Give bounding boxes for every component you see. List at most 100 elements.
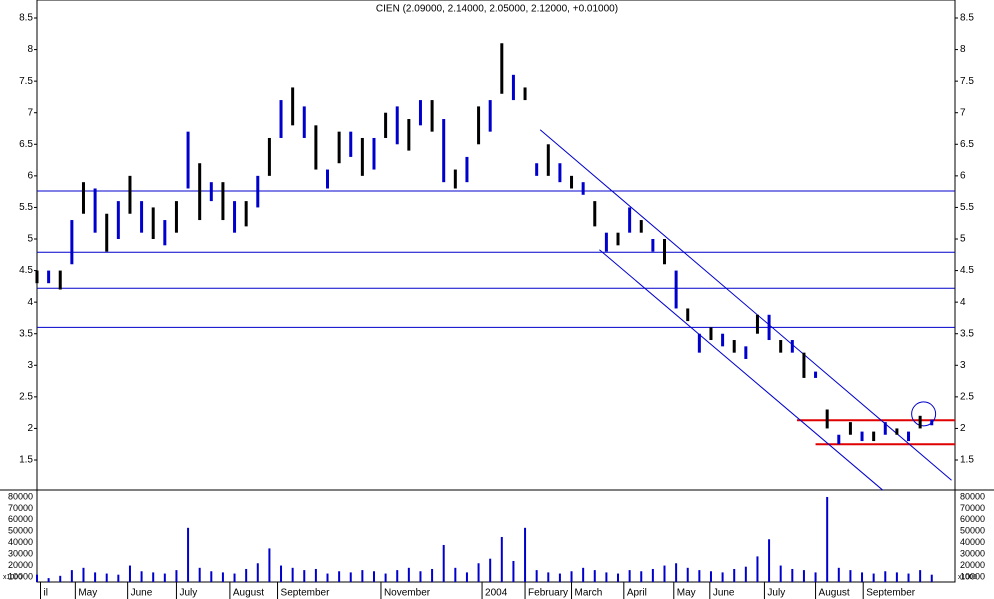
volume-bar — [465, 572, 468, 582]
volume-unit: x1000 — [958, 574, 977, 581]
price-bar — [755, 314, 759, 334]
price-bar — [872, 431, 876, 442]
volume-bar — [500, 536, 503, 582]
volume-tick-label: 50000 — [960, 526, 985, 536]
price-bar — [930, 419, 934, 426]
volume-bar — [849, 570, 852, 582]
channel-line — [539, 129, 952, 481]
y-tick-label: 3.5 — [960, 328, 974, 339]
volume-bar — [36, 574, 38, 582]
x-tick-label: February — [528, 588, 568, 599]
x-tick-label: August — [233, 588, 264, 599]
y-tick-label: 6 — [960, 170, 966, 181]
price-bar — [581, 182, 585, 195]
price-bar — [395, 106, 399, 145]
volume-bar — [524, 527, 527, 582]
volume-tick-label: 50000 — [8, 526, 33, 536]
price-bar — [535, 163, 539, 176]
volume-bar — [489, 558, 492, 582]
volume-bar — [907, 573, 910, 582]
volume-bar — [640, 571, 643, 582]
volume-bar — [338, 571, 341, 582]
y-tick-label: 7.5 — [960, 76, 974, 87]
volume-tick-label: 60000 — [8, 514, 33, 524]
volume-bar — [593, 570, 596, 582]
volume-bar — [221, 572, 224, 582]
y-tick-label: 5.5 — [19, 202, 33, 213]
volume-bar — [930, 574, 933, 582]
price-bar — [302, 106, 306, 138]
x-tick-label: April — [627, 588, 647, 599]
y-tick-label: 4 — [960, 297, 966, 308]
y-tick-label: 2.5 — [19, 392, 33, 403]
price-bar — [407, 119, 411, 151]
price-bar — [639, 220, 643, 233]
price-bar — [767, 314, 771, 341]
volume-bar — [291, 567, 294, 582]
volume-tick-label: 10000 — [8, 571, 33, 581]
price-bar — [116, 201, 120, 240]
price-bar — [604, 232, 608, 252]
volume-tick-label: 10000 — [960, 571, 985, 581]
price-bar — [814, 371, 818, 378]
price-bar — [35, 270, 39, 284]
price-bar — [151, 207, 155, 240]
y-tick-label: 8.5 — [19, 13, 33, 24]
x-tick-label: September — [866, 588, 916, 599]
price-bar — [372, 137, 376, 170]
volume-bar — [187, 527, 190, 582]
y-tick-label: 2.5 — [960, 392, 974, 403]
volume-tick-label: 20000 — [8, 560, 33, 570]
volume-bar — [140, 571, 143, 582]
volume-bar — [686, 567, 689, 582]
volume-bar — [895, 572, 898, 582]
price-bar — [418, 100, 422, 126]
price-bar — [128, 175, 132, 214]
price-bar — [314, 125, 318, 170]
price-bar — [209, 182, 213, 202]
price-bar — [744, 346, 748, 359]
y-tick-label: 1.5 — [19, 455, 33, 466]
price-bar — [697, 333, 701, 353]
y-tick-label: 7 — [960, 107, 966, 118]
y-tick-label: 8 — [27, 44, 33, 55]
price-bar — [291, 87, 295, 126]
price-bar — [326, 169, 330, 189]
x-tick-label: 2004 — [485, 588, 508, 599]
price-bar — [662, 239, 666, 265]
volume-tick-label: 80000 — [8, 491, 33, 501]
volume-bar — [919, 570, 922, 582]
volume-tick-label: 60000 — [960, 514, 985, 524]
price-bar — [221, 182, 225, 221]
volume-bar — [233, 573, 236, 582]
y-tick-label: 1.5 — [960, 455, 974, 466]
price-bar — [779, 340, 783, 353]
volume-bar — [117, 574, 120, 582]
plot-frame — [36, 0, 956, 583]
price-bar — [558, 163, 562, 183]
y-tick-label: 8 — [960, 44, 966, 55]
volume-bar — [826, 496, 829, 582]
volume-bar — [431, 568, 434, 582]
y-tick-label: 2 — [27, 423, 33, 434]
volume-bar — [384, 573, 387, 582]
volume-bar — [396, 570, 399, 582]
volume-bar — [582, 567, 585, 582]
price-bar — [256, 175, 260, 208]
price-bar — [570, 175, 574, 189]
volume-bar — [861, 572, 864, 582]
volume-bar — [175, 570, 178, 582]
y-tick-label: 2 — [960, 423, 966, 434]
price-bar — [81, 182, 85, 214]
volume-bar — [535, 570, 538, 582]
price-bar — [442, 119, 446, 183]
price-bar — [709, 327, 713, 341]
price-bar — [802, 352, 806, 378]
volume-bar — [698, 570, 701, 582]
volume-bar — [128, 565, 131, 582]
volume-tick-label: 70000 — [960, 503, 985, 513]
volume-bar — [675, 563, 678, 582]
price-bar — [70, 220, 74, 265]
volume-tick-label: 70000 — [8, 503, 33, 513]
